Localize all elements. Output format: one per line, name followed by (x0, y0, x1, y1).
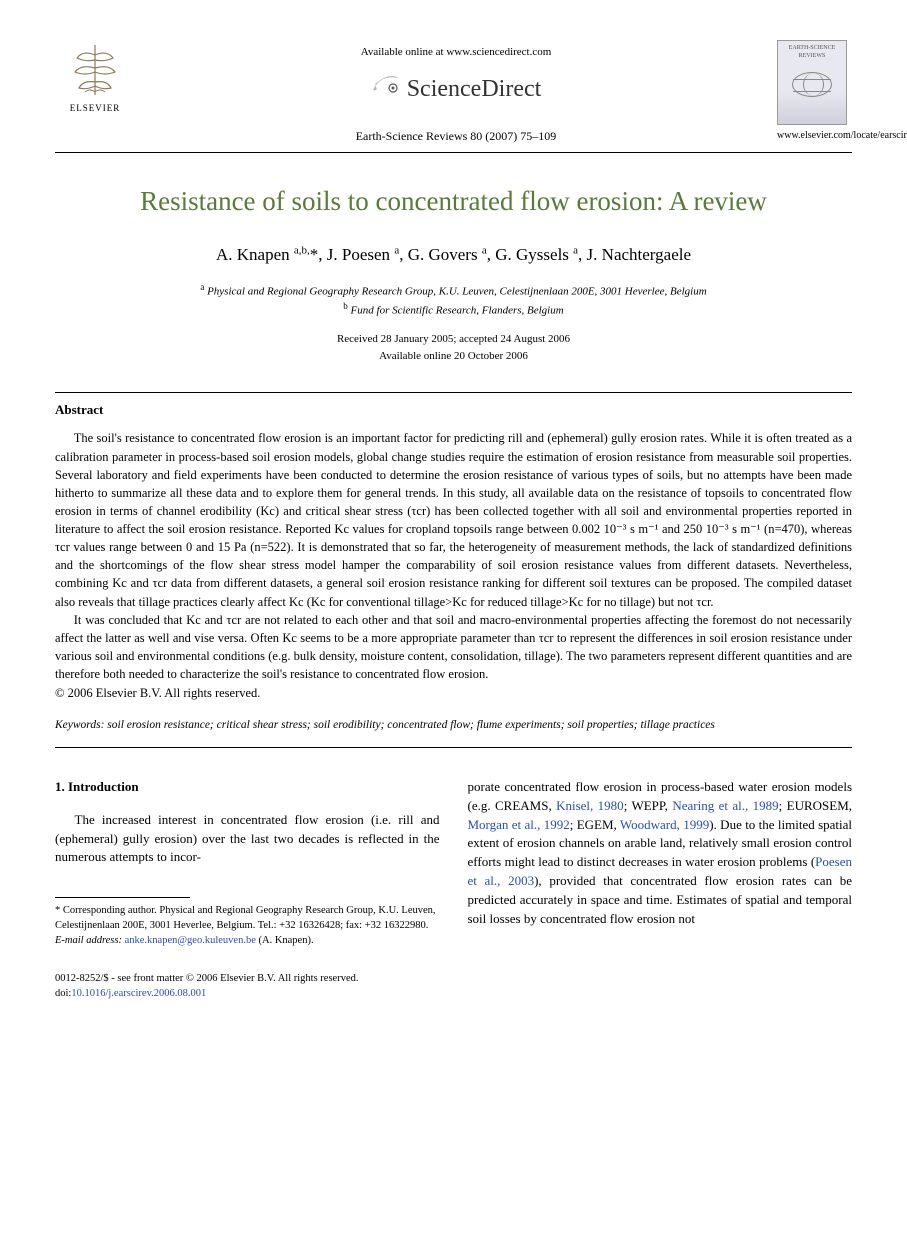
corr-star: * (310, 245, 319, 264)
globe-icon (792, 72, 832, 97)
article-dates: Received 28 January 2005; accepted 24 Au… (55, 331, 852, 364)
author-5: J. Nachtergaele (587, 245, 691, 264)
abstract-p2: It was concluded that Kc and τcr are not… (55, 611, 852, 684)
t3: ; EGEM, (570, 817, 620, 832)
header-center: Available online at www.sciencedirect.co… (135, 40, 777, 144)
sep: , (578, 245, 587, 264)
sciencedirect-logo: ScienceDirect (135, 70, 777, 109)
abstract-body: The soil's resistance to concentrated fl… (55, 429, 852, 683)
sciencedirect-text: ScienceDirect (407, 73, 542, 107)
page-header: ELSEVIER Available online at www.science… (55, 40, 852, 144)
article-title: Resistance of soils to concentrated flow… (55, 183, 852, 221)
t1: ; WEPP, (624, 798, 673, 813)
body-columns: 1. Introduction The increased interest i… (55, 778, 852, 948)
authors-line: A. Knapen a,b,*, J. Poesen a, G. Govers … (55, 243, 852, 267)
author-3: G. Govers (408, 245, 482, 264)
journal-cover: EARTH-SCIENCE REVIEWS www.elsevier.com/l… (777, 40, 852, 143)
keywords-label: Keywords: (55, 719, 104, 731)
available-online: Available online 20 October 2006 (379, 350, 528, 362)
abstract-p1: The soil's resistance to concentrated fl… (55, 429, 852, 610)
keywords-line: Keywords: soil erosion resistance; criti… (55, 717, 852, 733)
footnote-rule (55, 897, 190, 898)
author-1-affil: a,b, (294, 245, 310, 257)
sep: , (487, 245, 496, 264)
author-2: J. Poesen (327, 245, 395, 264)
affiliations: a Physical and Regional Geography Resear… (55, 281, 852, 319)
sep: , (399, 245, 408, 264)
elsevier-tree-icon (65, 40, 125, 100)
t2: ; EUROSEM, (779, 798, 852, 813)
doi-link[interactable]: 10.1016/j.earscirev.2006.08.001 (71, 988, 206, 999)
intro-right-p: porate concentrated flow erosion in proc… (468, 778, 853, 929)
abstract-rule (55, 747, 852, 748)
abstract-copyright: © 2006 Elsevier B.V. All rights reserved… (55, 685, 852, 703)
keywords-text: soil erosion resistance; critical shear … (104, 719, 714, 731)
elsevier-logo: ELSEVIER (55, 40, 135, 115)
journal-reference: Earth-Science Reviews 80 (2007) 75–109 (135, 128, 777, 145)
sciencedirect-swoosh-icon (371, 70, 403, 109)
author-4: G. Gyssels (495, 245, 573, 264)
journal-cover-image: EARTH-SCIENCE REVIEWS (777, 40, 847, 125)
page-footer: 0012-8252/$ - see front matter © 2006 El… (55, 972, 852, 1001)
ref-nearing-1989[interactable]: Nearing et al., 1989 (672, 798, 778, 813)
left-column: 1. Introduction The increased interest i… (55, 778, 440, 948)
header-rule (55, 152, 852, 153)
journal-url: www.elsevier.com/locate/earscirev (777, 129, 852, 143)
right-column: porate concentrated flow erosion in proc… (468, 778, 853, 948)
author-1: A. Knapen (216, 245, 294, 264)
elsevier-label: ELSEVIER (70, 102, 121, 115)
footnote-email[interactable]: anke.knapen@geo.kuleuven.be (125, 935, 256, 946)
abstract-heading: Abstract (55, 401, 852, 419)
cover-title: EARTH-SCIENCE REVIEWS (778, 41, 846, 64)
intro-left-p: The increased interest in concentrated f… (55, 811, 440, 868)
ref-morgan-1992[interactable]: Morgan et al., 1992 (468, 817, 570, 832)
received-accepted: Received 28 January 2005; accepted 24 Au… (337, 333, 570, 345)
sep: , (318, 245, 327, 264)
issn-line: 0012-8252/$ - see front matter © 2006 El… (55, 973, 358, 984)
footnote-email-label: E-mail address: (55, 935, 122, 946)
footnote-corr: * Corresponding author. Physical and Reg… (55, 905, 436, 931)
affiliation-a: Physical and Regional Geography Research… (207, 286, 707, 298)
footnote-email-who: (A. Knapen). (258, 935, 313, 946)
doi-label: doi: (55, 988, 71, 999)
affiliation-b: Fund for Scientific Research, Flanders, … (351, 305, 564, 317)
title-rule (55, 392, 852, 393)
intro-heading: 1. Introduction (55, 778, 440, 797)
ref-woodward-1999[interactable]: Woodward, 1999 (620, 817, 709, 832)
corresponding-author-footnote: * Corresponding author. Physical and Reg… (55, 904, 440, 948)
ref-knisel-1980[interactable]: Knisel, 1980 (556, 798, 624, 813)
available-online-text: Available online at www.sciencedirect.co… (135, 45, 777, 60)
